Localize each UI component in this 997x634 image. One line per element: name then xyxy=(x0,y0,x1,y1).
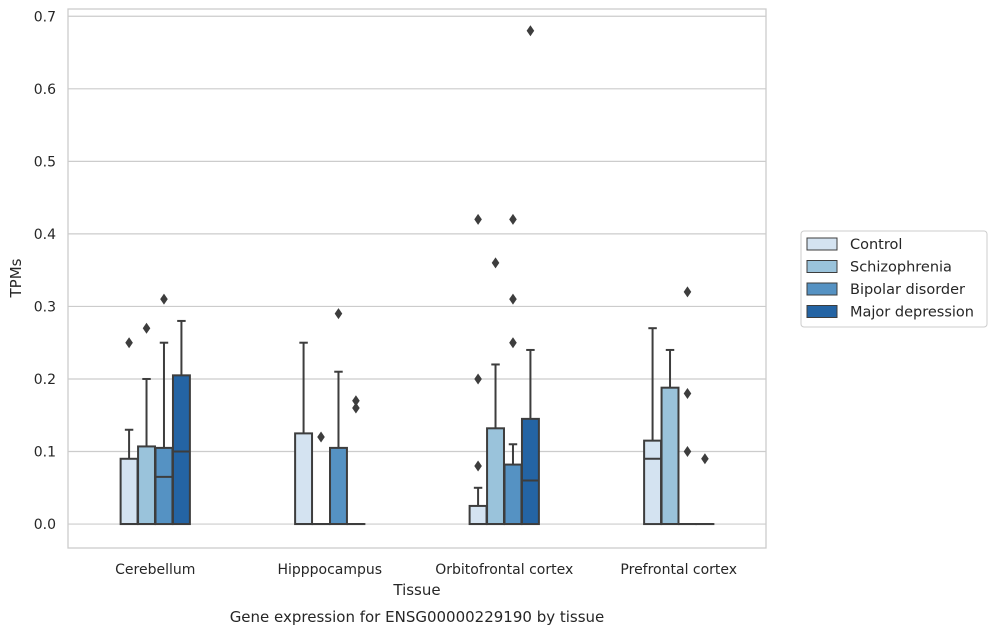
box-0-0 xyxy=(119,337,139,526)
x-tick-label: Orbitofrontal cortex xyxy=(435,562,573,578)
outlier-point xyxy=(701,453,709,465)
outlier-point xyxy=(474,213,482,225)
legend-label: Major depression xyxy=(850,305,974,321)
box-1-0 xyxy=(294,341,314,526)
chart-caption: Gene expression for ENSG00000229190 by t… xyxy=(230,608,605,626)
outlier-point xyxy=(509,337,517,349)
x-tick-label: Hipppocampus xyxy=(277,562,382,578)
box-iqr xyxy=(520,417,540,526)
box-0-3 xyxy=(171,319,191,526)
outlier-point xyxy=(125,337,133,349)
box-1-3 xyxy=(346,395,366,526)
legend-swatch xyxy=(806,237,838,251)
box-0-2 xyxy=(154,293,174,526)
y-tick-label: 0.0 xyxy=(34,517,56,533)
outlier-point xyxy=(683,446,692,458)
outlier-point xyxy=(334,308,343,320)
legend-label: Schizophrenia xyxy=(850,260,952,276)
outlier-point xyxy=(160,293,168,305)
box-2-3 xyxy=(520,25,540,526)
outlier-point xyxy=(683,286,692,298)
legend-label: Bipolar disorder xyxy=(850,282,965,298)
y-tick-label: 0.5 xyxy=(34,154,56,170)
outlier-point xyxy=(509,293,517,305)
y-tick-label: 0.7 xyxy=(34,9,56,25)
x-tick-label: Cerebellum xyxy=(115,562,195,578)
box-3-2 xyxy=(678,286,697,526)
outlier-point xyxy=(317,431,325,443)
box-iqr xyxy=(660,386,680,526)
plot-frame xyxy=(67,8,767,549)
legend-frame xyxy=(800,230,988,328)
legend-swatch xyxy=(806,260,838,273)
box-3-1 xyxy=(660,348,680,526)
box-iqr xyxy=(119,457,139,526)
y-tick-labels: 0.0 0.1 0.2 0.3 0.4 0.5 0.6 0.7 xyxy=(34,9,56,533)
outlier-point xyxy=(683,387,692,399)
legend-swatch xyxy=(806,282,838,296)
legend: Control Schizophrenia Bipolar disorder Majo… xyxy=(800,230,988,328)
box-iqr xyxy=(137,445,156,526)
box-3-3 xyxy=(695,453,715,526)
box-iqr xyxy=(294,432,314,526)
legend-swatch xyxy=(806,305,838,318)
outlier-point xyxy=(491,257,500,269)
y-tick-label: 0.4 xyxy=(34,227,56,243)
outlier-point xyxy=(509,213,517,225)
box-1-2 xyxy=(329,308,348,526)
box-iqr xyxy=(154,446,174,526)
box-iqr xyxy=(486,427,505,526)
y-tick-label: 0.3 xyxy=(34,299,56,315)
outlier-point xyxy=(526,25,535,37)
box-iqr xyxy=(468,504,488,526)
x-tick-labels: Cerebellum Hipppocampus Orbitofrontal cort… xyxy=(115,562,737,578)
y-tick-label: 0.6 xyxy=(34,82,56,98)
x-tick-label: Prefrontal cortex xyxy=(620,562,737,578)
box-2-0 xyxy=(468,213,488,526)
y-tick-label: 0.2 xyxy=(34,372,56,388)
outlier-point xyxy=(142,322,151,334)
outlier-point xyxy=(474,373,482,385)
box-iqr xyxy=(503,463,523,526)
outlier-point xyxy=(474,460,482,472)
box-iqr xyxy=(643,439,663,526)
y-axis-title: TPMs xyxy=(7,258,25,298)
box-0-1 xyxy=(137,322,156,526)
outlier-point xyxy=(352,395,360,407)
outlier-point xyxy=(352,402,360,414)
box-2-2 xyxy=(503,213,523,526)
box-iqr xyxy=(171,374,191,526)
legend-label: Control xyxy=(850,237,902,253)
box-series xyxy=(119,25,715,526)
x-axis-title: Tissue xyxy=(392,581,440,599)
y-tick-label: 0.1 xyxy=(34,445,56,461)
box-iqr xyxy=(329,446,348,526)
